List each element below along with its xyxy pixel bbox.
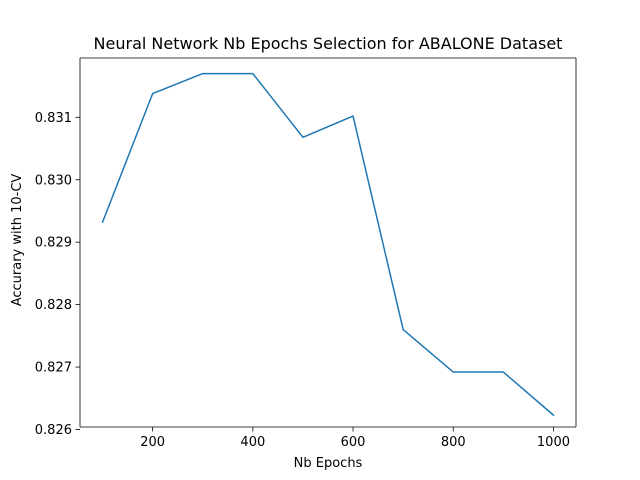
y-tick-label-0.831: 0.831 (35, 111, 72, 126)
x-tick-label-600: 600 (341, 435, 366, 450)
x-axis-label: Nb Epochs (294, 456, 363, 471)
plot-area: 200 400 600 800 1000 0.826 0.827 0.828 0.829 0.83… (35, 57, 577, 450)
y-tick-label-0.830: 0.830 (35, 173, 72, 188)
series-line-0 (101, 72, 555, 417)
y-tick-label-0.827: 0.827 (35, 361, 72, 376)
y-tick-label-0.828: 0.828 (35, 298, 72, 313)
y-tick-label-0.826: 0.826 (35, 423, 72, 438)
x-tick-label-800: 800 (441, 435, 466, 450)
chart-title: Neural Network Nb Epochs Selection for A… (94, 34, 563, 53)
y-axis-label: Accurary with 10-CV (10, 174, 25, 307)
x-tick-label-1000: 1000 (537, 435, 570, 450)
x-tick-label-400: 400 (240, 435, 265, 450)
y-tick-label-0.829: 0.829 (35, 236, 72, 251)
x-tick-label-200: 200 (140, 435, 165, 450)
